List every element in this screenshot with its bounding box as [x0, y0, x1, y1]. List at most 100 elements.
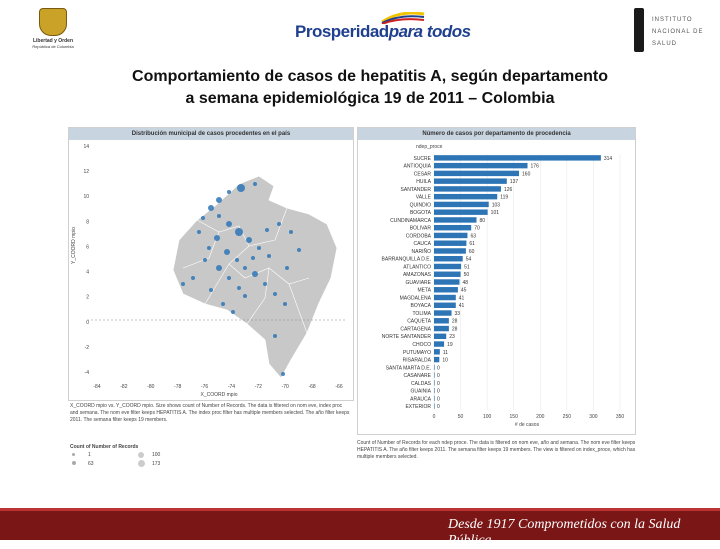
- bar-mark: [434, 364, 435, 371]
- bar-mark: [434, 201, 489, 208]
- map-case-point: [216, 265, 222, 271]
- bar-value-label: 314: [604, 156, 613, 162]
- ins-line3: SALUD: [652, 41, 678, 47]
- bar-mark: [434, 279, 460, 285]
- map-y-tick: -2: [85, 345, 90, 351]
- map-x-tick: -84: [93, 384, 100, 390]
- bar-mark: [434, 333, 447, 340]
- logo-subcaption: República de Colombia: [32, 44, 74, 49]
- bar-note: Count of Number of Records for each ndep…: [357, 440, 636, 460]
- bar-mark: [434, 271, 461, 277]
- map-case-point: [203, 258, 207, 262]
- legend-label-2: 63: [88, 461, 94, 467]
- prosperidad-logo: Prosperidadpara todos: [295, 22, 471, 42]
- map-case-point: [289, 230, 293, 234]
- bar-value-label: 176: [531, 164, 540, 170]
- legend-dot-2: [72, 461, 76, 465]
- bar-mark: [434, 349, 440, 355]
- bar-category-label: EXTERIOR: [405, 404, 431, 410]
- bar-mark: [434, 325, 449, 332]
- bar-category-label: BOYACA: [411, 303, 432, 309]
- bar-mark: [434, 186, 501, 192]
- map-case-point: [191, 276, 195, 280]
- legend-label-3: 100: [152, 452, 161, 458]
- bar-mark: [434, 395, 435, 402]
- bar-mark: [434, 403, 435, 409]
- map-case-point: [277, 222, 281, 226]
- bar-category-label: ARAUCA: [410, 396, 432, 402]
- map-case-point: [273, 334, 277, 338]
- bar-category-label: TOLIMA: [412, 311, 431, 317]
- map-case-point: [273, 292, 277, 296]
- map-case-point: [252, 271, 258, 277]
- bar-value-label: 0: [437, 389, 440, 395]
- map-y-axis-label: Y_COORD mpio: [71, 227, 77, 264]
- map-case-point: [181, 282, 185, 286]
- legend-label-4: 173: [152, 461, 161, 467]
- map-case-point: [253, 182, 257, 186]
- bar-value-label: 51: [464, 264, 470, 270]
- map-case-point: [297, 248, 301, 252]
- bar-value-label: 33: [455, 311, 461, 317]
- coat-of-arms-icon: [39, 8, 67, 36]
- map-y-tick: 10: [83, 194, 89, 200]
- map-case-point: [208, 205, 214, 211]
- bar-mark: [434, 248, 466, 254]
- bar-category-label: MAGDALENA: [400, 295, 432, 301]
- bar-category-label: NARIÑO: [412, 248, 432, 255]
- bar-mark: [434, 170, 520, 177]
- map-case-point: [265, 228, 269, 232]
- bar-category-label: SUCRE: [413, 156, 431, 162]
- bar-chart-panel: Número de casos por departamento de proc…: [357, 127, 636, 435]
- bar-value-label: 28: [452, 319, 458, 325]
- bar-category-label: BARRANQUILLA D.E.: [382, 257, 431, 263]
- bar-value-label: 80: [480, 218, 486, 224]
- bar-mark: [434, 341, 445, 347]
- bar-category-label: CUNDINAMARCA: [390, 218, 432, 224]
- bar-category-label: SANTANDER: [401, 187, 432, 193]
- bar-value-label: 119: [500, 195, 508, 201]
- bar-mark: [434, 356, 440, 363]
- bar-mark: [434, 318, 449, 324]
- bar-mark: [434, 155, 601, 161]
- map-case-point: [251, 256, 255, 260]
- bar-category-label: CASANARE: [403, 373, 431, 379]
- bar-category-label: CAUCA: [413, 241, 431, 247]
- slide-title: Comportamiento de casos de hepatitis A, …: [70, 66, 670, 110]
- bar-value-label: 19: [447, 342, 453, 348]
- map-case-point: [281, 372, 285, 376]
- bar-axis-top-label: ndep_proce: [416, 144, 443, 150]
- map-case-point: [235, 258, 239, 262]
- bar-value-label: 61: [469, 241, 475, 247]
- legend-label-1: 1: [88, 452, 91, 458]
- bar-mark: [434, 178, 507, 184]
- map-panel: Distribución municipal de casos proceden…: [68, 127, 354, 401]
- bar-mark: [434, 232, 468, 239]
- bar-value-label: 60: [469, 249, 475, 255]
- bar-value-label: 11: [443, 350, 448, 356]
- bar-mark: [434, 387, 435, 394]
- bar-x-tick: 200: [536, 414, 545, 420]
- map-case-point: [227, 190, 231, 194]
- legend-dot-4: [138, 460, 145, 467]
- bar-value-label: 0: [437, 381, 440, 387]
- legend-dot-3: [138, 452, 144, 458]
- map-case-point: [285, 266, 289, 270]
- bar-value-label: 101: [491, 210, 500, 216]
- bar-category-label: ATLANTICO: [403, 264, 431, 270]
- bar-mark: [434, 217, 477, 223]
- map-svg: -84 -82 -80 -78 -76 -74 -72 -70 -68 -66 14 12 10 8 6 4 2…: [83, 144, 347, 398]
- map-case-point: [267, 254, 271, 258]
- bar-mark: [434, 294, 456, 301]
- brand-part1: Prosperidad: [295, 22, 389, 41]
- map-case-point: [263, 282, 267, 286]
- bar-category-label: NORTE SANTANDER: [382, 334, 432, 340]
- map-case-point: [235, 228, 243, 236]
- map-y-tick: 0: [86, 320, 89, 326]
- bar-category-label: VALLE: [416, 195, 432, 201]
- bar-mark: [434, 193, 498, 200]
- bar-value-label: 0: [437, 365, 440, 371]
- map-case-point: [237, 184, 245, 192]
- bar-category-label: CHOCO: [412, 342, 431, 348]
